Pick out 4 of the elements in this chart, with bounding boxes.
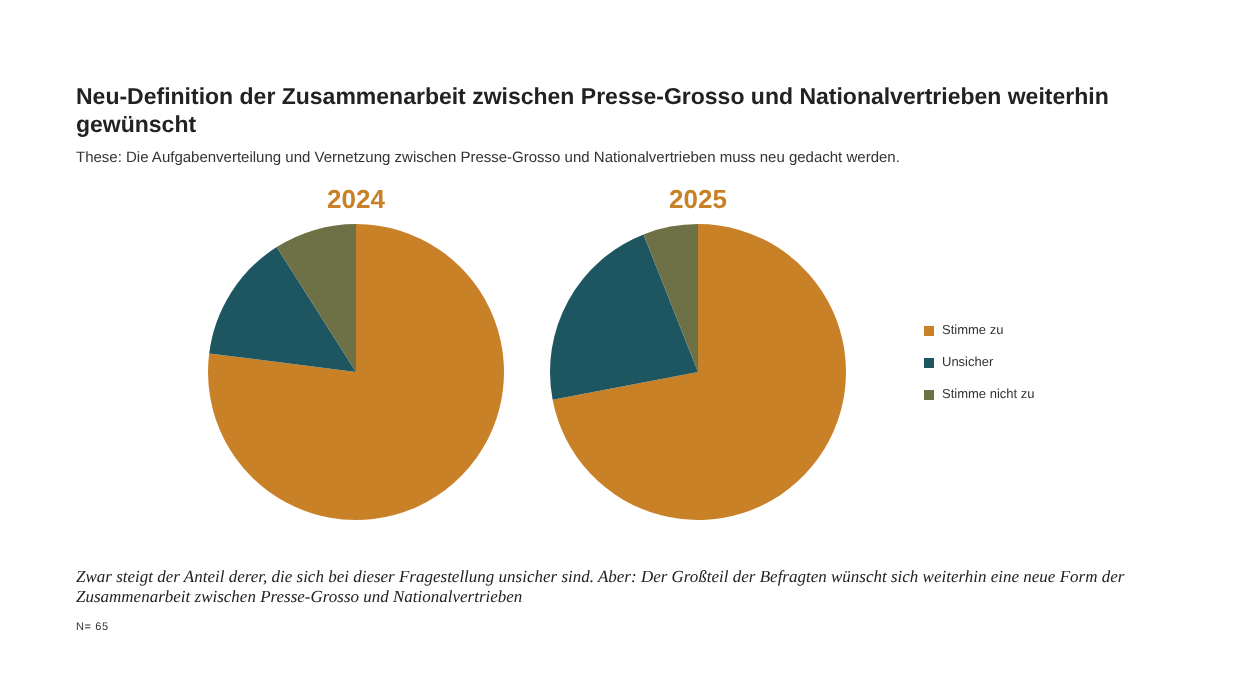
chart-title: 2025 [667, 184, 729, 218]
text: Zwar steigt der Anteil derer, die sich bei dieser Fragestellung unsicher sind. Aber: Der Großteil der Befragten wünscht sich weiterhin eine neue Form der Zusammenarbeit zwischen Presse-Grosso und Nationalvertrieben [76, 566, 1127, 606]
chart-title: 2024 [325, 184, 387, 218]
text: Neu-Definition der Zusammenarbeit zwischen Presse-Grosso und Nationalvertrieben weiterhin gewünscht [76, 84, 1111, 140]
